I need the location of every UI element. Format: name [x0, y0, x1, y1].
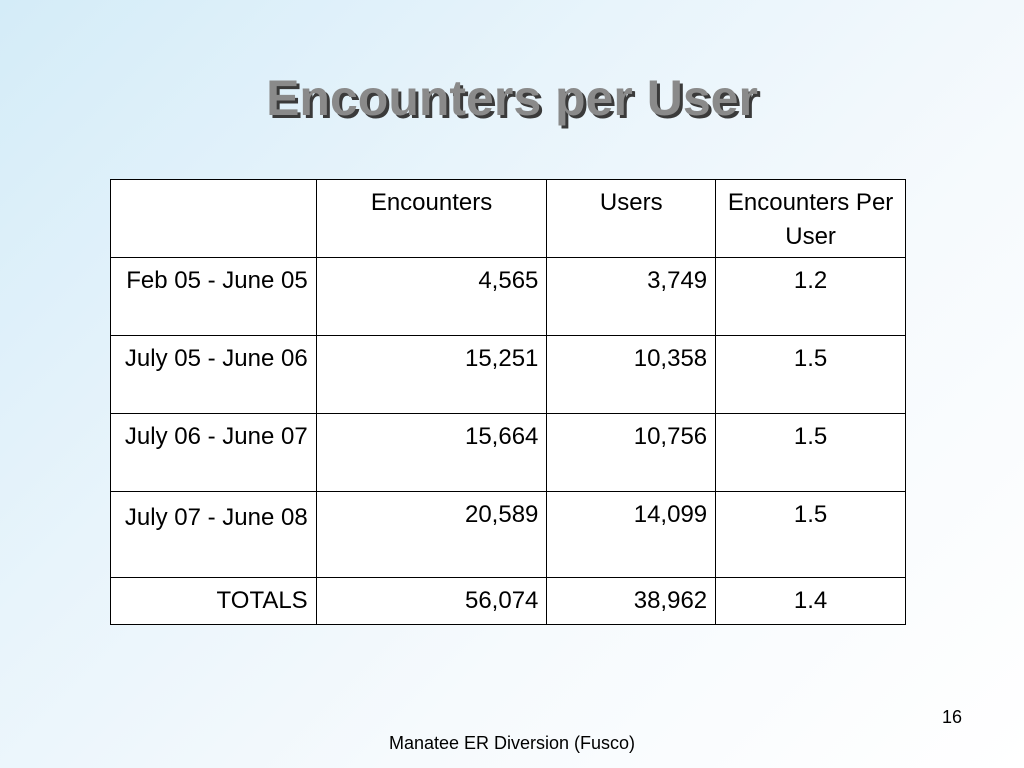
encounters-cell: 15,664 [315, 413, 548, 492]
header-cell-encounters: Encounters [315, 179, 548, 258]
table-header-row: Encounters Users Encounters Per User [110, 179, 906, 258]
row-label: July 07 - June 08 [110, 491, 317, 578]
encounters-table: Encounters Users Encounters Per User Feb… [110, 179, 906, 625]
per-user-cell: 1.5 [715, 413, 906, 492]
users-cell: 10,358 [546, 335, 717, 414]
header-cell-encounters-per-user: Encounters Per User [715, 179, 906, 258]
row-label: July 06 - June 07 [110, 413, 317, 492]
table-row: July 07 - June 08 20,589 14,099 1.5 [110, 491, 906, 578]
users-cell: 38,962 [546, 577, 717, 625]
header-cell-users: Users [546, 179, 717, 258]
encounters-cell: 15,251 [315, 335, 548, 414]
encounters-cell: 56,074 [315, 577, 548, 625]
encounters-cell: 20,589 [315, 491, 548, 578]
per-user-cell: 1.2 [715, 257, 906, 336]
table-row: July 05 - June 06 15,251 10,358 1.5 [110, 335, 906, 414]
page-number: 16 [941, 707, 962, 727]
row-label: TOTALS [110, 577, 317, 625]
table-row: Feb 05 - June 05 4,565 3,749 1.2 [110, 257, 906, 336]
per-user-cell: 1.5 [715, 491, 906, 578]
users-cell: 3,749 [546, 257, 717, 336]
users-cell: 10,756 [546, 413, 717, 492]
table-row-totals: TOTALS 56,074 38,962 1.4 [110, 577, 906, 625]
per-user-cell: 1.5 [715, 335, 906, 414]
users-cell: 14,099 [546, 491, 717, 578]
table-row: July 06 - June 07 15,664 10,756 1.5 [110, 413, 906, 492]
slide-title: Encounters per User [266, 70, 758, 126]
row-label: July 05 - June 06 [110, 335, 317, 414]
row-label: Feb 05 - June 05 [110, 257, 317, 336]
header-cell-empty [110, 179, 317, 258]
slide-footer: Manatee ER Diversion (Fusco) [388, 733, 636, 753]
encounters-cell: 4,565 [315, 257, 548, 336]
per-user-cell: 1.4 [715, 577, 906, 625]
